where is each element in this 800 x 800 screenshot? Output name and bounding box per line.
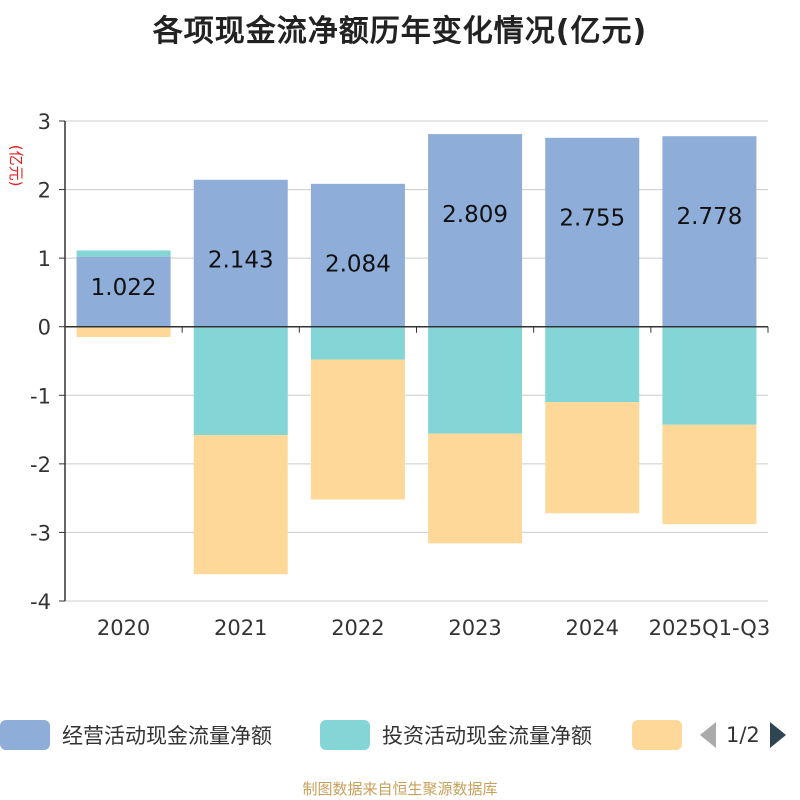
x-tick-label: 2022 — [331, 616, 384, 640]
bar-investing-2025Q1-Q3 — [662, 326, 757, 425]
data-label: 1.022 — [91, 275, 157, 301]
legend-swatch-financing — [632, 720, 682, 750]
chart-title: 各项现金流净额历年变化情况(亿元) — [152, 14, 648, 49]
pager-text: 1/2 — [726, 723, 760, 747]
legend: 经营活动现金流量净额 投资活动现金流量净额 1/2 — [0, 712, 800, 756]
data-label: 2.084 — [325, 252, 391, 278]
y-tick-label: 1 — [38, 247, 51, 271]
bar-operating-2020 — [76, 256, 171, 327]
source-note: 制图数据来自恒生聚源数据库 — [302, 780, 498, 798]
bar-operating-2021 — [193, 179, 288, 327]
bar-investing-2023 — [428, 326, 523, 434]
bar-financing-2024 — [545, 402, 640, 514]
x-tick-label: 2025Q1-Q3 — [649, 616, 771, 640]
legend-item-investing[interactable]: 投资活动现金流量净额 — [320, 720, 592, 750]
bar-operating-2024 — [545, 137, 640, 327]
y-tick-label: -2 — [30, 453, 51, 477]
y-axis-label: (亿元) — [7, 145, 25, 187]
bar-operating-2023 — [428, 134, 523, 327]
bar-operating-2025Q1-Q3 — [662, 136, 757, 327]
bar-financing-2020 — [76, 326, 171, 337]
legend-label-operating: 经营活动现金流量净额 — [62, 724, 272, 748]
bar-investing-2022 — [310, 326, 405, 360]
pager-prev-icon[interactable] — [700, 722, 716, 748]
y-tick-label: 2 — [38, 179, 51, 203]
bar-investing-2021 — [193, 326, 288, 436]
x-tick-label: 2024 — [566, 616, 619, 640]
bar-financing-2022 — [310, 359, 405, 500]
y-tick-label: 3 — [38, 110, 51, 134]
bar-investing-2024 — [545, 326, 640, 403]
bar-operating-2022 — [310, 183, 405, 327]
legend-label-investing: 投资活动现金流量净额 — [382, 724, 592, 748]
bar-financing-2023 — [428, 433, 523, 544]
bar-financing-2025Q1-Q3 — [662, 424, 757, 525]
y-tick-label: -3 — [30, 521, 51, 545]
legend-swatch-operating — [0, 720, 50, 750]
data-label: 2.755 — [559, 206, 625, 232]
y-tick-label: -4 — [30, 590, 51, 614]
legend-item-operating[interactable]: 经营活动现金流量净额 — [0, 720, 272, 750]
x-tick-label: 2021 — [214, 616, 267, 640]
y-tick-label: 0 — [38, 316, 51, 340]
bar-financing-2021 — [193, 435, 288, 575]
pager-next-icon[interactable] — [769, 722, 786, 748]
legend-pager: 1/2 — [700, 718, 786, 752]
chart-plot: 3 2 1 0 -1 -2 -3 -4 (亿元) 1.022 2020 2.143 2021 2.084 2… — [7, 110, 771, 640]
legend-item-financing[interactable] — [632, 720, 694, 750]
bar-investing-2020 — [76, 250, 171, 257]
x-tick-label: 2020 — [97, 616, 150, 640]
data-label: 2.143 — [208, 248, 274, 274]
x-tick-label: 2023 — [448, 616, 501, 640]
legend-swatch-investing — [320, 720, 370, 750]
data-label: 2.809 — [442, 202, 508, 228]
y-tick-label: -1 — [30, 384, 51, 408]
data-label: 2.778 — [676, 204, 742, 230]
